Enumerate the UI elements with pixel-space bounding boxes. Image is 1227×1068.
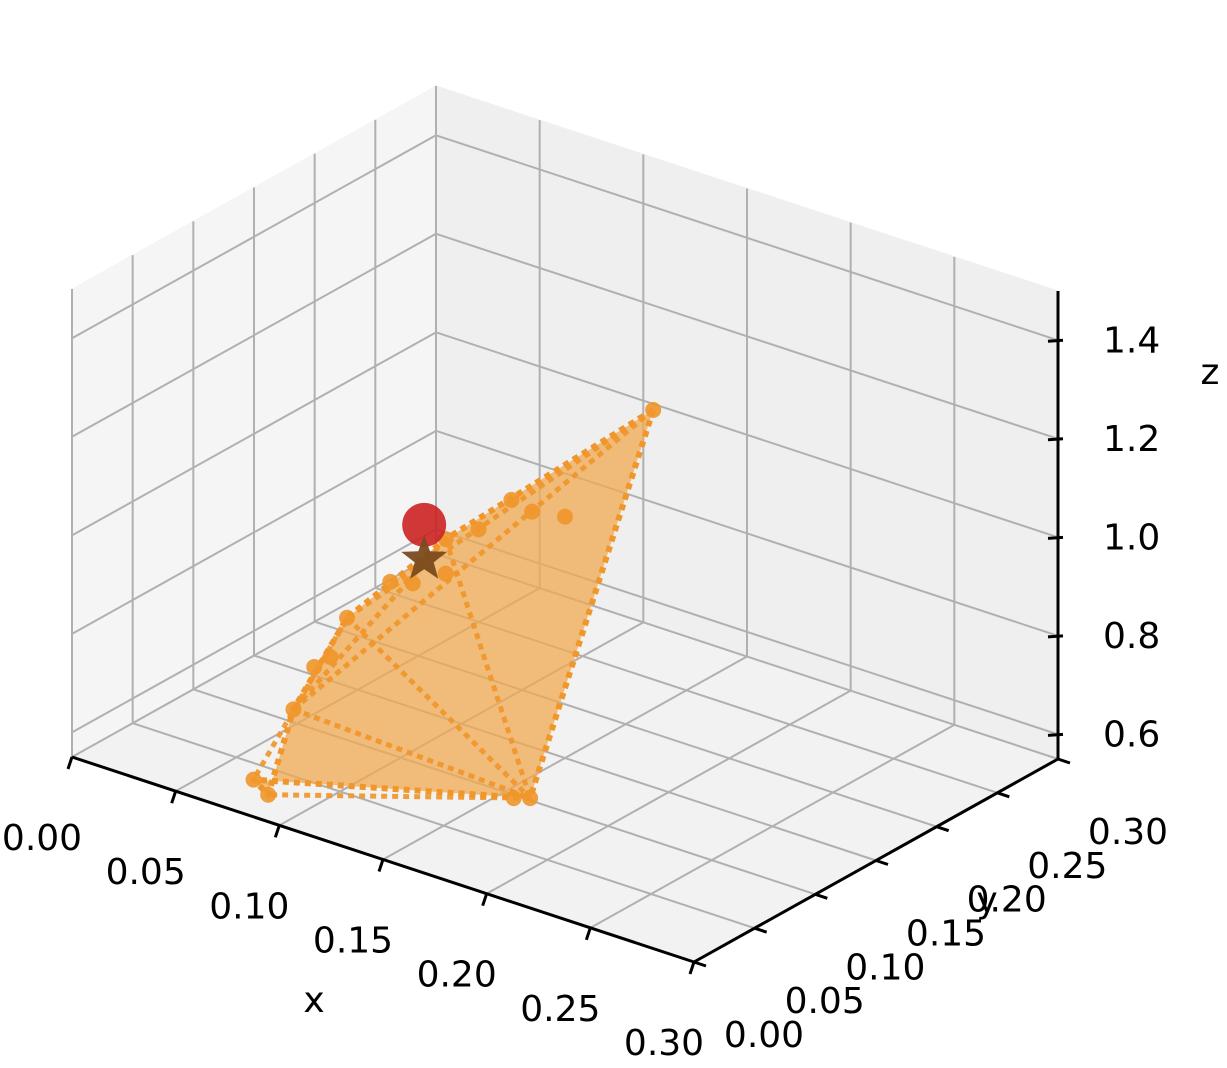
y-tick-label: 0.10 [845, 947, 925, 988]
hull-point [470, 521, 487, 538]
z-tick [1047, 535, 1064, 540]
hull-point [339, 609, 356, 626]
z-tick [1047, 338, 1064, 343]
hull-point [322, 649, 339, 666]
y-tick-label: 0.00 [724, 1015, 804, 1056]
grid-line-z-left [71, 528, 437, 734]
hull-edge [251, 616, 350, 781]
z-tick [1047, 437, 1064, 442]
y-tick [1057, 757, 1071, 765]
y-tick-label: 0.25 [1027, 846, 1107, 887]
grid-line-z-left [71, 429, 437, 635]
hull-point [505, 790, 522, 807]
x-tick [688, 961, 696, 975]
x-tick-label: 0.30 [624, 1023, 704, 1064]
hull-point [285, 701, 302, 718]
x-tick [170, 790, 178, 804]
x-axis-label: x [303, 980, 324, 1021]
hull-point [524, 503, 541, 520]
hull-point [245, 771, 262, 788]
x-tick [377, 859, 385, 872]
z-tick [1047, 732, 1064, 737]
data-points [245, 401, 662, 807]
x-tick [584, 927, 592, 941]
hull-point [645, 401, 662, 418]
x-tick-label: 0.05 [106, 852, 186, 893]
tick-labels: 0.000.050.100.150.200.250.30 0.000.050.10… [2, 320, 1168, 1064]
y-tick-label: 0.20 [967, 880, 1047, 921]
hull-point [557, 508, 573, 525]
grid-line-z-back [435, 331, 1059, 539]
z-tick-label: 1.2 [1103, 419, 1160, 460]
red-circle-marker [402, 502, 447, 547]
hull-point [404, 575, 421, 592]
hull-edge [292, 707, 532, 801]
y-tick [693, 960, 707, 968]
grid-line-z-back [435, 232, 1059, 440]
x-tick [66, 756, 74, 770]
y-tick [996, 791, 1010, 799]
hull-edge [443, 538, 533, 799]
hull-point [306, 658, 323, 675]
hull-point [260, 786, 277, 803]
star-marker [401, 535, 447, 579]
z-tick-label: 0.6 [1103, 714, 1160, 755]
grid-line-z-back [435, 134, 1059, 342]
hull-point [503, 491, 520, 508]
z-tick-label: 1.0 [1103, 517, 1160, 558]
x-tick-label: 0.10 [209, 886, 289, 927]
grid-line-z-left [71, 232, 437, 438]
grid-line-z-back [435, 429, 1059, 637]
grid-line-z-left [71, 134, 437, 340]
y-tick-label: 0.15 [906, 914, 986, 955]
z-tick-label: 1.4 [1103, 320, 1160, 361]
hull-edge [291, 408, 655, 712]
x-tick [481, 893, 489, 907]
grid-line-z-left [71, 331, 437, 537]
x-tick-label: 0.25 [520, 989, 600, 1030]
y-tick-label: 0.30 [1088, 812, 1168, 853]
x-tick [273, 824, 281, 838]
hull-point [437, 565, 454, 582]
tick-marks [66, 338, 1071, 975]
y-tick [754, 926, 768, 934]
hull-point [382, 573, 399, 590]
x-tick-label: 0.20 [417, 955, 497, 996]
x-tick-label: 0.15 [313, 921, 393, 962]
hull-point [522, 790, 539, 807]
x-tick-label: 0.00 [2, 818, 82, 859]
z-axis-label: z [1201, 352, 1220, 393]
y-axis-label: y [976, 880, 997, 921]
z-tick [1047, 634, 1064, 639]
hull-edge [345, 615, 532, 800]
y-tick [936, 825, 950, 833]
z-tick-label: 0.8 [1103, 616, 1160, 657]
special-markers [401, 502, 447, 579]
y-tick [814, 892, 828, 900]
y-tick-label: 0.05 [785, 981, 865, 1022]
y-tick [875, 859, 889, 866]
